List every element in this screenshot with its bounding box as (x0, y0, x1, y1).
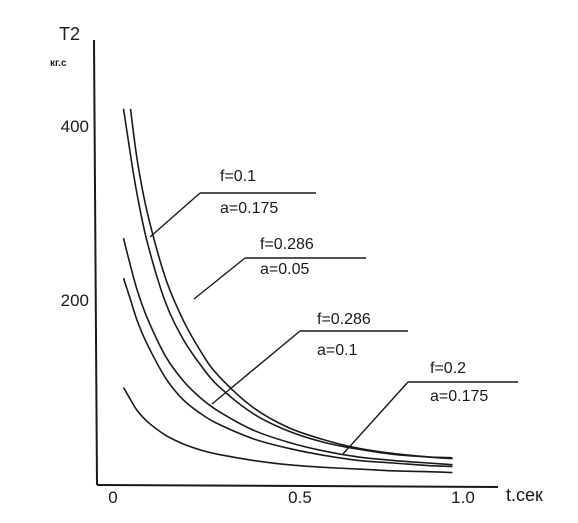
annotation-label: f=0.286 (317, 311, 371, 328)
annotation-leader (149, 192, 201, 238)
annotation-label: f=0.1 (220, 168, 256, 185)
x-axis-label: t.сек (506, 485, 543, 505)
annotation-leader (211, 330, 301, 405)
series-line-4 (122, 277, 453, 468)
x-tick-label: 0 (108, 488, 117, 507)
series-line-5 (122, 387, 453, 474)
x-axis-line (96, 484, 499, 488)
y-tick-label: 400 (61, 117, 89, 136)
series-curves (122, 108, 453, 474)
annotation-leader (342, 381, 409, 455)
annotation-leader (193, 257, 246, 300)
annotation-label: a=0.175 (430, 388, 488, 405)
y-axis-unit: кг.с (50, 58, 67, 69)
annotation-label: a=0.1 (317, 342, 358, 359)
y-tick-label: 200 (61, 291, 89, 310)
annotation-label: a=0.05 (260, 261, 309, 278)
annotation-label: f=0.286 (260, 236, 314, 253)
annotation-label: a=0.175 (220, 200, 278, 217)
x-tick-label: 0.5 (288, 488, 312, 507)
annotation: f=0.2 a=0.175 (342, 360, 518, 455)
series-line-2 (129, 108, 453, 460)
annotation: f=0.1 a=0.175 (149, 168, 316, 238)
y-axis-line (93, 39, 98, 486)
series-line-1 (122, 108, 453, 459)
series-line-3 (122, 237, 453, 466)
annotation: f=0.286 a=0.1 (211, 311, 408, 405)
annotation: f=0.286 a=0.05 (193, 236, 366, 300)
x-tick-label: 1.0 (451, 488, 475, 507)
annotation-label: f=0.2 (430, 360, 466, 377)
axes (93, 39, 499, 488)
y-axis-label: T2 (59, 24, 80, 44)
